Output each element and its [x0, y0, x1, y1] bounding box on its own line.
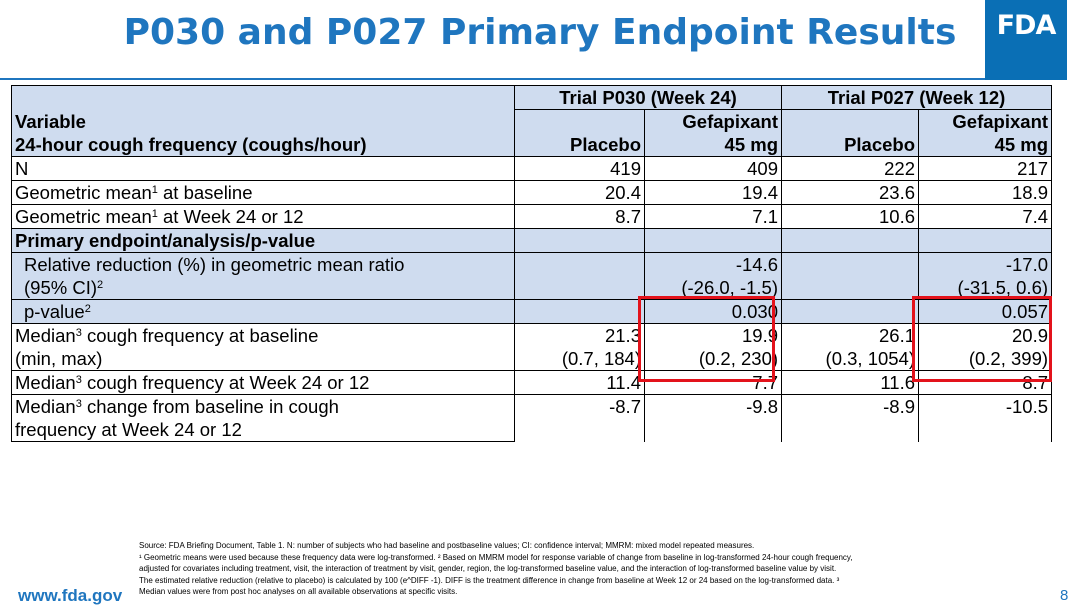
variable-label: Variable — [15, 111, 86, 132]
cell-value: (0.2, 230) — [643, 347, 783, 371]
cell-value: 409 — [643, 156, 783, 181]
row-label: Median3 change from baseline in cough — [11, 394, 515, 418]
fda-logo: FDA — [985, 0, 1067, 80]
table-row: frequency at Week 24 or 12 — [11, 418, 1052, 442]
p030-placebo-header: Placebo — [514, 109, 645, 157]
cell-value: 7.4 — [918, 204, 1053, 229]
table-row: N 419 409 222 217 — [11, 156, 1053, 181]
row-label: Geometric mean1 at Week 24 or 12 — [11, 204, 515, 229]
footnote-line: adjusted for covariates including treatm… — [139, 564, 837, 573]
empty-cell — [781, 228, 920, 253]
row-label: frequency at Week 24 or 12 — [11, 418, 515, 442]
empty-cell — [918, 228, 1053, 253]
results-table: Trial P030 (Week 24) Trial P027 (Week 12… — [11, 85, 1053, 442]
cell-value: (0.7, 184) — [514, 347, 645, 371]
cell-value: 8.7 — [514, 204, 645, 229]
row-label: Geometric mean1 at baseline — [11, 180, 515, 205]
empty-cell — [514, 228, 645, 253]
cell-value: (-31.5, 0.6) — [918, 276, 1053, 300]
section-label: Primary endpoint/analysis/p-value — [11, 228, 515, 253]
p030-gefapixant-header: Gefapixant 45 mg — [643, 109, 783, 157]
cell-value: -9.8 — [643, 394, 783, 442]
cell-value: 217 — [918, 156, 1053, 181]
row-label: (min, max) — [11, 347, 515, 371]
table-row: Geometric mean1 at Week 24 or 12 8.7 7.1… — [11, 204, 1053, 229]
cell-value: 21.3 — [514, 323, 645, 347]
cell-value: 11.4 — [514, 370, 645, 395]
empty-cell — [781, 276, 920, 300]
cell-value: -8.9 — [781, 394, 920, 442]
footnote-line: The estimated relative reduction (relati… — [139, 575, 840, 585]
section-row: Primary endpoint/analysis/p-value — [11, 228, 1053, 253]
footnotes: Source: FDA Briefing Document, Table 1. … — [139, 540, 1059, 598]
cell-value: 0.057 — [918, 299, 1053, 324]
slide-title: P030 and P027 Primary Endpoint Results — [123, 12, 957, 53]
p027-highlight-box — [912, 296, 1052, 382]
title-rule — [0, 78, 985, 80]
p030-gefapixant-name: Gefapixant — [682, 111, 779, 132]
p027-gefapixant-header: Gefapixant 45 mg — [918, 109, 1053, 157]
variable-description: 24-hour cough frequency (coughs/hour) — [15, 134, 367, 155]
table-row: Median3 cough frequency at baseline 21.3… — [11, 323, 1053, 347]
p027-placebo-header: Placebo — [781, 109, 920, 157]
cell-value: 20.9 — [918, 323, 1053, 347]
empty-cell — [514, 276, 645, 300]
variable-header: Variable 24-hour cough frequency (coughs… — [11, 109, 515, 157]
row-label: N — [11, 156, 515, 181]
empty-cell — [514, 299, 645, 324]
cell-value: -17.0 — [918, 252, 1053, 276]
cell-value: -14.6 — [643, 252, 783, 276]
cell-value: (-26.0, -1.5) — [643, 276, 783, 300]
website-link[interactable]: www.fda.gov — [18, 586, 123, 605]
p027-gefapixant-name: Gefapixant — [952, 111, 1049, 132]
empty-cell — [781, 252, 920, 276]
page-number: 8 — [1060, 587, 1069, 604]
table-subheader-row: Variable 24-hour cough frequency (coughs… — [11, 109, 1053, 157]
row-label: Relative reduction (%) in geometric mean… — [11, 252, 515, 276]
trial-p027-header: Trial P027 (Week 12) — [781, 85, 1053, 110]
cell-value: 0.030 — [643, 299, 783, 324]
footnote-line: ¹ Geometric means were used because thes… — [139, 552, 853, 562]
table-row: p-value2 0.030 0.057 — [11, 299, 1053, 324]
empty-cell — [643, 228, 783, 253]
footnote-line: Source: FDA Briefing Document, Table 1. … — [139, 541, 755, 550]
p030-gefapixant-dose: 45 mg — [724, 134, 779, 155]
cell-value: 19.4 — [643, 180, 783, 205]
cell-value: -10.5 — [918, 394, 1053, 442]
cell-value: 26.1 — [781, 323, 920, 347]
table-row: Geometric mean1 at baseline 20.4 19.4 23… — [11, 180, 1053, 205]
footnote-line: Median values were from post hoc analyse… — [139, 587, 458, 596]
row-label: Median3 cough frequency at Week 24 or 12 — [11, 370, 515, 395]
cell-value: 7.1 — [643, 204, 783, 229]
cell-value: -8.7 — [514, 394, 645, 442]
table-row: Relative reduction (%) in geometric mean… — [11, 252, 1053, 276]
table-row: (95% CI)2 (-26.0, -1.5) (-31.5, 0.6) — [11, 276, 1053, 300]
cell-value: 19.9 — [643, 323, 783, 347]
row-label: (95% CI)2 — [11, 276, 515, 300]
p027-gefapixant-dose: 45 mg — [994, 134, 1049, 155]
table-header-row: Trial P030 (Week 24) Trial P027 (Week 12… — [11, 85, 1053, 110]
row-label: Median3 cough frequency at baseline — [11, 323, 515, 347]
row-label: p-value2 — [11, 299, 515, 324]
cell-value: 18.9 — [918, 180, 1053, 205]
cell-value: 11.6 — [781, 370, 920, 395]
cell-value: 10.6 — [781, 204, 920, 229]
empty-cell — [781, 299, 920, 324]
table-row: (min, max) (0.7, 184) (0.2, 230) (0.3, 1… — [11, 347, 1053, 371]
trial-p030-header: Trial P030 (Week 24) — [513, 85, 783, 110]
cell-value: 222 — [781, 156, 920, 181]
header-blank — [11, 85, 515, 110]
empty-cell — [514, 252, 645, 276]
cell-value: 23.6 — [781, 180, 920, 205]
table-row: Median3 cough frequency at Week 24 or 12… — [11, 370, 1053, 395]
cell-value: (0.3, 1054) — [781, 347, 920, 371]
cell-value: (0.2, 399) — [918, 347, 1053, 371]
table-row: Median3 change from baseline in cough -8… — [11, 394, 1053, 442]
p030-highlight-box — [638, 296, 775, 382]
cell-value: 20.4 — [514, 180, 645, 205]
cell-value: 419 — [514, 156, 645, 181]
